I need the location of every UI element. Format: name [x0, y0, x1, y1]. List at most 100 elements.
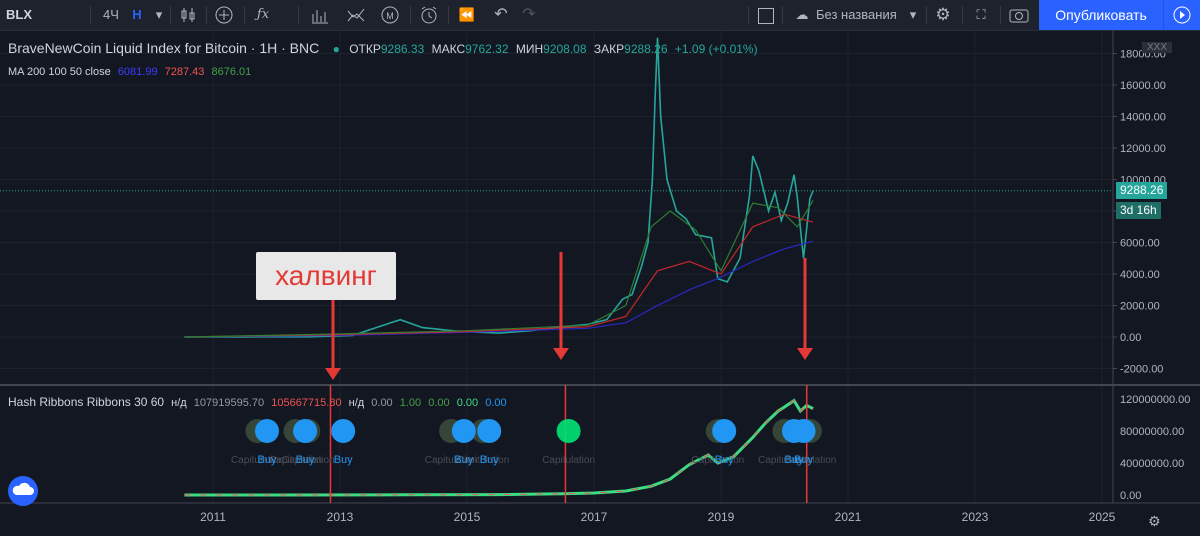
buy-marker — [293, 419, 318, 443]
capitulation-label: Capitulation — [542, 455, 595, 466]
open-label: ОТКР — [349, 42, 381, 56]
hash-v7: 0.00 — [428, 397, 450, 409]
logo-cloud-icon — [12, 482, 34, 495]
hash-axis-tick: 120000000.00 — [1120, 394, 1190, 406]
buy-label: Buy — [715, 454, 734, 466]
buy-marker — [477, 419, 502, 443]
symbol-title[interactable]: BraveNewCoin Liquid Index for Bitcoin · … — [8, 40, 320, 56]
hash-v1: н/д — [171, 397, 187, 409]
interval-dropdown-icon[interactable]: ▾ — [155, 7, 163, 22]
hash-v3: 105667715.80 — [271, 397, 342, 409]
replay-icon[interactable]: ⏪ — [458, 7, 476, 22]
capitulation-label: Capitulation — [282, 455, 335, 466]
annotation-arrowhead — [797, 348, 813, 360]
price-axis-tick: 4000.00 — [1120, 269, 1160, 281]
capitulation-label: Capitulation — [691, 455, 744, 466]
ma200-value: 6081.99 — [117, 66, 158, 78]
time-axis-tick: 2011 — [200, 510, 226, 524]
capitulation-label: Capitulation — [425, 455, 478, 466]
capitulation-marker — [556, 419, 581, 443]
bars-icon[interactable] — [310, 5, 330, 25]
close-label: ЗАКР — [593, 42, 625, 56]
price-line — [184, 37, 814, 338]
close-value: 9288.26 — [624, 42, 668, 56]
annotation-arrowhead — [553, 348, 569, 360]
annotation-arrowhead — [325, 368, 341, 380]
hash-axis-tick: 0.00 — [1120, 490, 1141, 502]
ma-label: MA 200 100 50 close — [8, 66, 111, 78]
buy-marker — [791, 419, 816, 443]
alert-icon[interactable] — [418, 5, 440, 25]
main-legend: BraveNewCoin Liquid Index for Bitcoin · … — [8, 40, 762, 56]
undo-icon[interactable]: ↶ — [494, 6, 508, 23]
price-axis-tick: 0.00 — [1120, 332, 1141, 344]
price-axis-tick: -2000.00 — [1120, 364, 1163, 376]
publish-button[interactable]: Опубликовать — [1039, 0, 1163, 30]
hash-legend[interactable]: Hash Ribbons Ribbons 30 60 н/д 107919595… — [8, 395, 511, 409]
high-label: МАКС — [431, 42, 466, 56]
candles-icon[interactable] — [178, 5, 198, 25]
hash-v6: 1.00 — [399, 397, 422, 409]
camera-icon[interactable] — [1008, 5, 1030, 25]
hash-v2: 107919595.70 — [193, 397, 265, 409]
hash-ribbon-slow-line — [184, 399, 814, 496]
capitulation-label: Capitulation — [231, 455, 284, 466]
high-value: 9762.32 — [465, 42, 509, 56]
hash-axis-tick: 80000000.00 — [1120, 426, 1184, 438]
time-axis-tick: 2019 — [708, 510, 735, 524]
interval-4h-button[interactable]: 4Ч — [103, 7, 119, 22]
xxx-badge: XXX — [1142, 42, 1173, 53]
buy-label: Buy — [334, 454, 353, 466]
ma50-value: 8676.01 — [211, 66, 252, 78]
buy-label: Buy — [794, 454, 813, 466]
hash-v5: 0.00 — [371, 397, 393, 409]
market-status-dot: ● — [332, 42, 340, 56]
halving-annotation[interactable]: халвинг — [256, 252, 396, 300]
ma200-line — [184, 240, 814, 338]
hash-ribbon-line — [184, 398, 814, 497]
hash-v9: 0.00 — [485, 397, 507, 409]
ma50-line — [184, 200, 814, 338]
add-indicator-icon[interactable] — [214, 5, 234, 25]
open-value: 9286.33 — [380, 42, 425, 56]
compare-icon[interactable] — [346, 5, 368, 25]
low-label: МИН — [515, 42, 544, 56]
layout-name-button[interactable]: Без названия — [816, 7, 897, 22]
buy-marker — [331, 419, 356, 443]
chart-area[interactable]: -2000.000.002000.004000.006000.008000.00… — [0, 30, 1200, 531]
buy-marker — [254, 419, 279, 443]
tradingview-logo[interactable] — [8, 476, 38, 506]
fullscreen-icon[interactable] — [756, 0, 776, 30]
buy-label: Buy — [480, 454, 499, 466]
buy-label: Buy — [296, 454, 315, 466]
top-toolbar: BLX 4Ч Н ▾ ƒx M ⏪ ↶ ↷ ☁ Без названия ▾ ⚙… — [0, 0, 1200, 31]
price-axis-tick: 12000.00 — [1120, 143, 1166, 155]
ma100-line — [184, 213, 814, 338]
time-axis-tick: 2013 — [327, 510, 354, 524]
time-axis-tick: 2025 — [1089, 510, 1116, 524]
hash-v8: 0.00 — [456, 397, 479, 409]
bar-countdown-tag: 3d 16h — [1116, 202, 1161, 219]
fx-icon[interactable]: ƒx — [256, 7, 270, 22]
interval-1h-button[interactable]: Н — [132, 7, 142, 22]
capitulation-label: Capitulation — [456, 455, 509, 466]
change-value: +1.09 (+0.01%) — [674, 42, 758, 56]
scale-settings-icon[interactable]: ⚙ — [1148, 513, 1161, 529]
expand-icon[interactable]: ⛶ — [976, 7, 986, 22]
chart-canvas[interactable]: -2000.000.002000.004000.006000.008000.00… — [0, 30, 1200, 531]
buy-label: Buy — [257, 454, 276, 466]
ma-legend[interactable]: MA 200 100 50 close 6081.99 7287.43 8676… — [8, 66, 255, 78]
publish-dropdown-button[interactable] — [1163, 0, 1200, 30]
price-axis-tick: 14000.00 — [1120, 112, 1166, 124]
buy-label: Buy — [454, 454, 473, 466]
time-axis-tick: 2021 — [835, 510, 862, 524]
settings-icon[interactable]: ⚙ — [935, 5, 951, 24]
symbol-search-button[interactable]: BLX — [6, 7, 32, 22]
redo-icon[interactable]: ↷ — [522, 6, 536, 23]
play-icon — [1173, 6, 1191, 24]
svg-text:M: M — [386, 11, 394, 21]
time-axis-tick: 2017 — [581, 510, 608, 524]
script-icon[interactable]: M — [380, 5, 400, 25]
layout-dropdown-icon[interactable]: ▾ — [909, 7, 917, 22]
ma100-value: 7287.43 — [164, 66, 205, 78]
